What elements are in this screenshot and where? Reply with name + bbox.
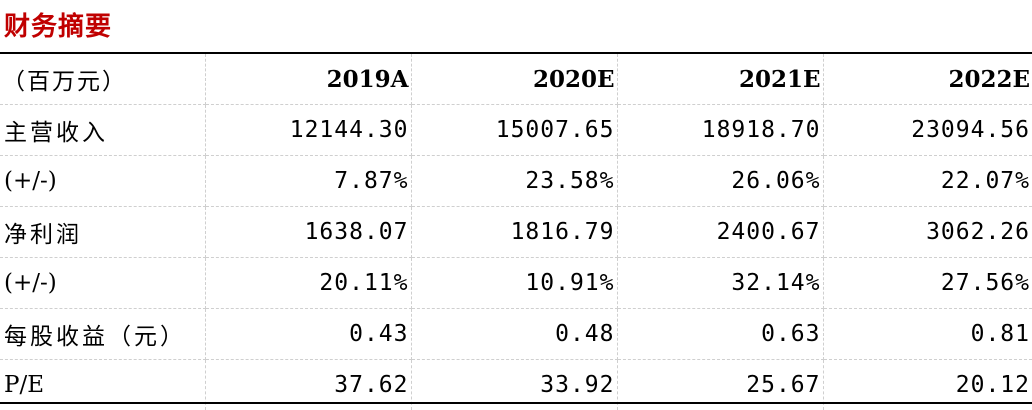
- row-label: (+/-): [0, 258, 205, 309]
- table-cell: 12144.30: [205, 105, 411, 156]
- table-cell: 0.48: [411, 309, 617, 360]
- financial-summary-table: （百万元） 2019A 2020E 2021E 2022E 主营收入 12144…: [0, 54, 1032, 410]
- row-label: 主营收入: [0, 105, 205, 156]
- title-row: 财务摘要: [0, 0, 1032, 53]
- table-cell: 18918.70: [617, 105, 823, 156]
- row-label: 每股收益（元）: [0, 309, 205, 360]
- table-cell: 0.81: [823, 309, 1032, 360]
- table-cell: 7.87%: [205, 156, 411, 207]
- row-label: 净利润: [0, 207, 205, 258]
- table-cell: 27.56%: [823, 258, 1032, 309]
- table-cell: 23.58%: [411, 156, 617, 207]
- table-cell: 23094.56: [823, 105, 1032, 156]
- table-cell: 1816.79: [411, 207, 617, 258]
- page-title: 财务摘要: [4, 6, 112, 43]
- table-cell: 22.07%: [823, 156, 1032, 207]
- table-cell: 10.91%: [411, 258, 617, 309]
- table-cell: 15007.65: [411, 105, 617, 156]
- table-row: (+/-) 7.87% 23.58% 26.06% 22.07%: [0, 156, 1032, 207]
- year-header: 2022E: [823, 54, 1032, 105]
- table-row: 每股收益（元） 0.43 0.48 0.63 0.81: [0, 309, 1032, 360]
- table-cell: 20.11%: [205, 258, 411, 309]
- table-row: 净利润 1638.07 1816.79 2400.67 3062.26: [0, 207, 1032, 258]
- table-row: 主营收入 12144.30 15007.65 18918.70 23094.56: [0, 105, 1032, 156]
- table-cell: 26.06%: [617, 156, 823, 207]
- table-cell: 0.43: [205, 309, 411, 360]
- year-header: 2021E: [617, 54, 823, 105]
- year-header: 2020E: [411, 54, 617, 105]
- table-cell: 1638.07: [205, 207, 411, 258]
- table-cell: 2400.67: [617, 207, 823, 258]
- unit-header: （百万元）: [0, 54, 205, 105]
- table-cell: 0.63: [617, 309, 823, 360]
- bottom-rule: [0, 402, 1032, 404]
- year-header: 2019A: [205, 54, 411, 105]
- header-row: （百万元） 2019A 2020E 2021E 2022E: [0, 54, 1032, 105]
- row-label: (+/-): [0, 156, 205, 207]
- table-cell: 3062.26: [823, 207, 1032, 258]
- table-row: (+/-) 20.11% 10.91% 32.14% 27.56%: [0, 258, 1032, 309]
- table-cell: 32.14%: [617, 258, 823, 309]
